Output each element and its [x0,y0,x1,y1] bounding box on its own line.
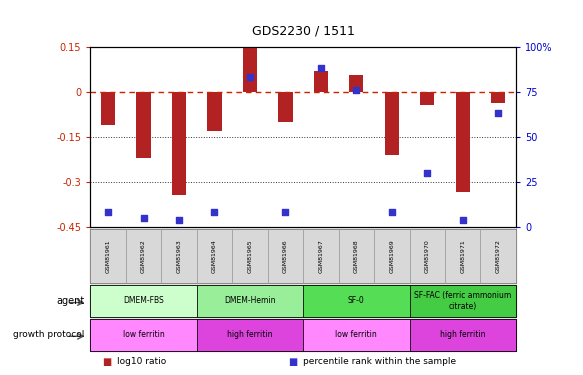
Text: GSM81967: GSM81967 [318,239,324,273]
Text: ■: ■ [102,357,111,367]
Text: GDS2230 / 1511: GDS2230 / 1511 [252,24,354,38]
Text: GSM81966: GSM81966 [283,239,288,273]
Bar [208,92,222,131]
Bar [480,229,516,283]
Point [103,210,113,216]
Text: low ferritin: low ferritin [122,330,164,339]
Text: GSM81964: GSM81964 [212,239,217,273]
Bar [409,229,445,283]
Point [245,75,255,81]
Text: SF-0: SF-0 [348,296,365,305]
Bar [409,285,516,317]
Bar [90,229,126,283]
Text: log10 ratio: log10 ratio [117,357,166,366]
Bar [243,48,257,92]
Bar [303,285,409,317]
Text: high ferritin: high ferritin [440,330,486,339]
Bar [303,319,409,351]
Bar [349,75,363,92]
Point [139,215,148,221]
Text: low ferritin: low ferritin [335,330,377,339]
Point [210,210,219,216]
Point [387,210,396,216]
Text: GSM81972: GSM81972 [496,239,501,273]
Point [458,217,468,223]
Bar [339,229,374,283]
Text: percentile rank within the sample: percentile rank within the sample [303,357,456,366]
Text: GSM81962: GSM81962 [141,239,146,273]
Text: GSM81971: GSM81971 [460,239,465,273]
Bar [196,319,303,351]
Text: SF-FAC (ferric ammonium
citrate): SF-FAC (ferric ammonium citrate) [414,291,511,310]
Point [174,217,184,223]
Bar [445,229,480,283]
Point [281,210,290,216]
Bar [456,92,470,192]
Text: agent: agent [57,296,85,306]
Bar [172,92,186,195]
Text: GSM81965: GSM81965 [247,239,252,273]
Point [352,87,361,93]
Text: GSM81970: GSM81970 [425,239,430,273]
Text: high ferritin: high ferritin [227,330,273,339]
Bar [90,285,196,317]
Text: DMEM-FBS: DMEM-FBS [123,296,164,305]
Bar [101,92,115,125]
Bar [126,229,161,283]
Bar [409,319,516,351]
Text: ■: ■ [289,357,298,367]
Point [316,66,325,72]
Text: GSM81963: GSM81963 [177,239,181,273]
Bar [385,92,399,155]
Bar [374,229,410,283]
Text: DMEM-Hemin: DMEM-Hemin [224,296,276,305]
Point [494,111,503,117]
Bar [314,71,328,92]
Bar [420,92,434,105]
Bar [303,229,339,283]
Bar [196,229,232,283]
Bar [90,319,196,351]
Bar [278,92,293,122]
Bar [491,92,505,103]
Bar [268,229,303,283]
Text: GSM81969: GSM81969 [389,239,394,273]
Bar [196,285,303,317]
Bar [232,229,268,283]
Text: GSM81968: GSM81968 [354,239,359,273]
Text: growth protocol: growth protocol [13,330,85,339]
Point [423,170,432,176]
Bar [161,229,197,283]
Bar [136,92,150,158]
Text: GSM81961: GSM81961 [106,239,111,273]
